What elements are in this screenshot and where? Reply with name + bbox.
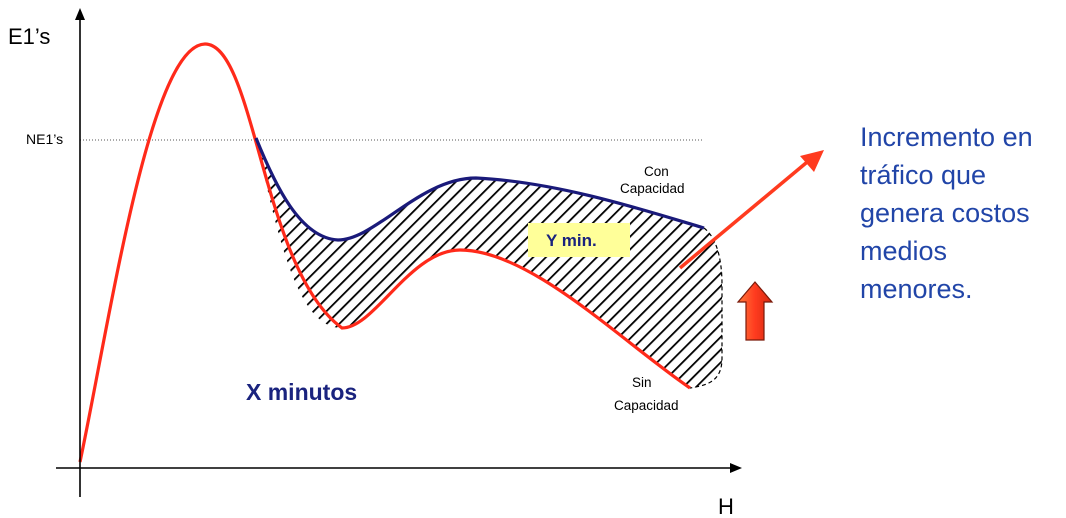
- con-label-line2: Capacidad: [620, 181, 685, 196]
- sin-label-line2: Capacidad: [614, 398, 679, 413]
- x-minutes-label: X minutos: [246, 379, 357, 405]
- y-axis-arrowhead: [75, 8, 85, 20]
- note-line-4: medios: [860, 236, 948, 266]
- increase-arrow-head: [800, 150, 824, 172]
- note-line-2: tráfico que: [860, 160, 987, 190]
- note-text: Incremento en tráfico que genera costos …: [860, 118, 1060, 308]
- curve-con-capacidad: [254, 137, 705, 242]
- curve-sin-capacidad: [78, 42, 691, 463]
- x-axis-arrowhead: [730, 463, 742, 473]
- increase-arrow-shaft: [678, 156, 814, 270]
- note-line-3: genera costos: [860, 198, 1030, 228]
- y-min-label: Y min.: [546, 231, 597, 250]
- note-line-5: menores.: [860, 274, 973, 304]
- y-axis-label: E1’s: [8, 24, 50, 49]
- threshold-label: NE1’s: [26, 131, 63, 147]
- con-label-line1: Con: [644, 164, 669, 179]
- sin-label-line1: Sin: [632, 375, 652, 390]
- x-axis-label: H: [718, 494, 734, 518]
- up-arrow-icon: [736, 281, 774, 341]
- note-line-1: Incremento en: [860, 122, 1033, 152]
- y-min-box: [528, 223, 630, 257]
